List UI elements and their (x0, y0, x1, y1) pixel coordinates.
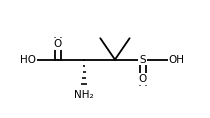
Text: O: O (138, 74, 147, 84)
Text: OH: OH (169, 55, 185, 65)
Text: S: S (139, 55, 146, 65)
Text: HO: HO (20, 55, 36, 65)
Text: NH₂: NH₂ (74, 90, 94, 100)
Text: O: O (54, 39, 62, 49)
